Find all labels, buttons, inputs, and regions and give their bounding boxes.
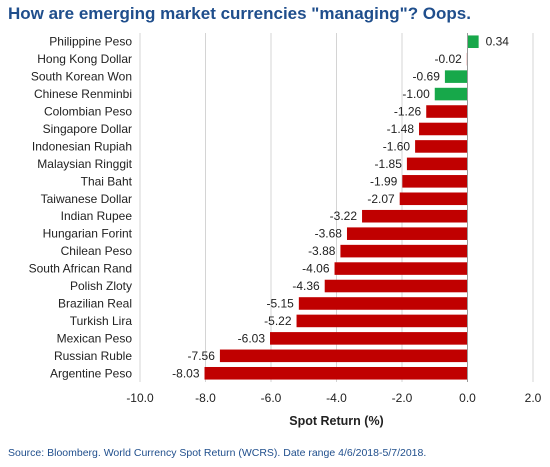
value-label: -0.69 [413,70,441,84]
value-label: -1.26 [394,105,422,119]
value-label: -0.02 [434,52,462,66]
value-label: -2.07 [367,192,395,206]
category-labels: Philippine Peso Hong Kong Dollar South Kor… [29,35,133,381]
category-label: Taiwanese Dollar [41,192,132,206]
value-label: -7.56 [188,349,216,363]
grid-lines [139,33,534,382]
bar [399,192,468,206]
bar [204,366,468,380]
value-label: -1.60 [383,139,411,153]
category-label: Thai Baht [81,174,133,188]
bar [467,35,479,49]
bar [334,262,468,275]
value-label: -1.48 [387,122,415,136]
bar [346,227,468,240]
category-label: Hungarian Forint [43,227,133,241]
value-labels: 0.34 -0.02 -0.69 -1.00 -1.26 -1.48 -1.60 -1.85 -… [172,35,509,381]
value-label: -8.03 [172,366,200,380]
category-label: Russian Ruble [54,349,132,363]
value-label: -3.88 [308,244,336,258]
category-label: Argentine Peso [50,366,132,380]
bar [296,314,468,328]
x-tick-labels: -10.0 -8.0 -6.0 -4.0 -2.0 0.0 2.0 [126,391,541,405]
value-label: -1.85 [375,157,403,171]
category-label: Brazilian Real [58,296,132,310]
x-tick-label: 0.0 [459,391,476,405]
bar [434,87,468,101]
category-label: South Korean Won [31,70,132,84]
category-label: Indian Rupee [61,209,133,223]
bar [219,349,468,363]
value-label: -1.00 [402,87,430,101]
source-note: Source: Bloomberg. World Currency Spot R… [8,447,427,459]
category-label: Chinese Renminbi [34,87,132,101]
value-label: -5.15 [266,296,294,310]
category-label: Turkish Lira [70,314,133,328]
value-label: -6.03 [238,331,266,345]
category-label: Hong Kong Dollar [37,52,132,66]
x-tick-label: -2.0 [392,391,413,405]
category-label: Chilean Peso [61,244,133,258]
value-label: -1.99 [370,174,398,188]
bar [419,122,468,136]
bars [204,35,479,380]
x-tick-label: -4.0 [326,391,347,405]
category-label: South African Rand [29,262,132,276]
category-label: Indonesian Rupiah [32,139,132,153]
bar [415,140,468,153]
value-label: -4.06 [302,262,330,276]
bar [426,105,468,118]
bar [444,70,468,83]
bar [362,209,468,223]
x-tick-label: 2.0 [525,391,542,405]
category-label: Polish Zloty [70,279,132,293]
bar [340,244,468,258]
x-axis-label: Spot Return (%) [289,414,383,428]
value-label: -5.22 [264,314,292,328]
bar [406,157,468,171]
x-tick-label: -10.0 [126,391,154,405]
bar [298,297,468,310]
value-label: -3.68 [315,227,343,241]
value-label: -4.36 [292,279,320,293]
x-tick-label: -8.0 [195,391,216,405]
chart-title: How are emerging market currencies "mana… [8,4,471,23]
category-label: Philippine Peso [49,35,132,49]
category-label: Singapore Dollar [43,122,132,136]
category-label: Mexican Peso [57,331,133,345]
bar [270,332,468,345]
value-label: 0.34 [486,35,510,49]
x-tick-label: -6.0 [261,391,282,405]
bar [402,175,468,188]
bar [324,279,468,293]
value-label: -3.22 [330,209,358,223]
category-label: Colombian Peso [44,105,132,119]
category-label: Malaysian Ringgit [37,157,132,171]
